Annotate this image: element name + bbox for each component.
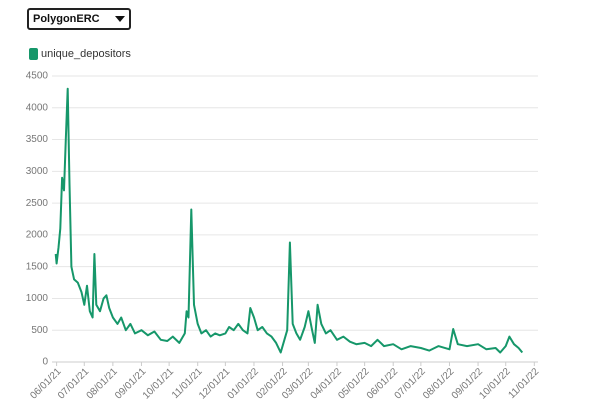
y-tick-label: 4500 xyxy=(26,71,49,82)
y-tick-label: 1500 xyxy=(26,261,49,272)
legend-swatch xyxy=(29,48,38,60)
y-tick-label: 2000 xyxy=(26,230,49,241)
x-tick-label: 11/01/22 xyxy=(507,366,542,401)
x-tick-label: 10/01/21 xyxy=(141,366,177,402)
dropdown-arrow xyxy=(115,16,125,22)
y-tick-label: 500 xyxy=(31,325,48,336)
data-line xyxy=(54,87,524,354)
dropdown[interactable]: PolygonERC xyxy=(27,8,131,30)
y-tick-label: 1000 xyxy=(26,293,49,304)
y-tick-label: 3000 xyxy=(26,166,49,177)
y-tick-label: 4000 xyxy=(26,102,49,113)
legend-label: unique_depositors xyxy=(41,48,131,60)
y-tick-label: 0 xyxy=(42,357,48,368)
y-tick-label: 2500 xyxy=(26,198,49,209)
dropdown-label: PolygonERC xyxy=(33,13,100,25)
y-tick-label: 3500 xyxy=(26,134,49,145)
x-tick-label: 10/01/22 xyxy=(477,366,513,402)
